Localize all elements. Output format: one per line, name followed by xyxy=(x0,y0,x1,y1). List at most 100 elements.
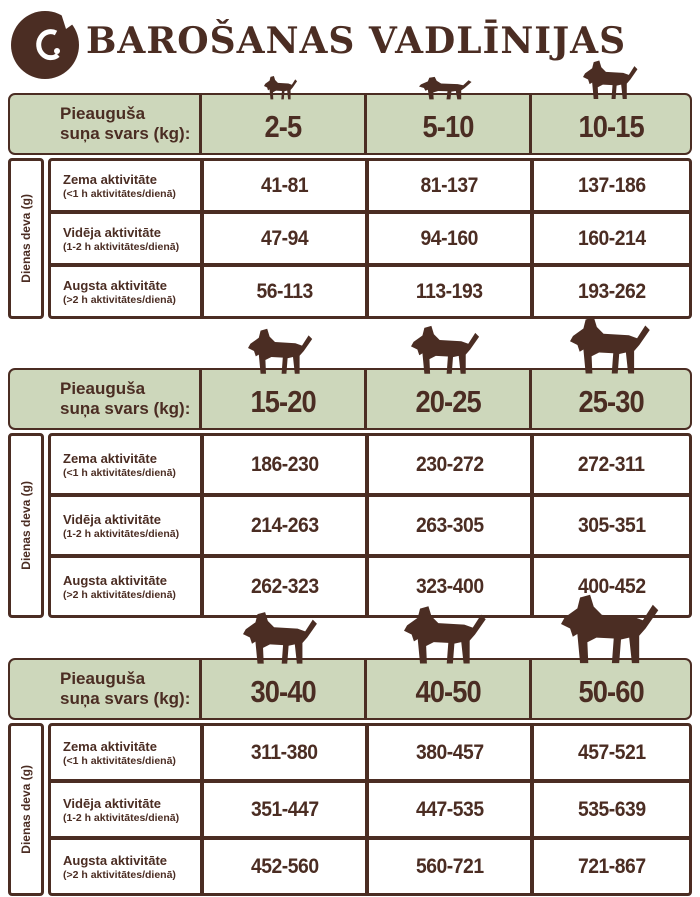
weight-header-line1: Pieauguša xyxy=(60,103,146,123)
feeding-amount-cell: 94-160 xyxy=(365,214,530,263)
feeding-amount-cell: 81-137 xyxy=(365,161,530,210)
feeding-amount-cell: 262-323 xyxy=(200,558,365,615)
table-rows: Zema aktivitāte (<1 h aktivitātes/dienā)… xyxy=(48,433,692,618)
table-rows: Zema aktivitāte (<1 h aktivitātes/dienā)… xyxy=(48,723,692,896)
weight-range: 20-25 xyxy=(415,384,481,419)
masthead: BAROŠANAS VADLĪNIJAS xyxy=(0,0,700,92)
weight-header-line2: suņa svars (kg): xyxy=(60,689,191,708)
weight-range: 25-30 xyxy=(578,384,644,419)
activity-duration: (<1 h aktivitātes/dienā) xyxy=(63,754,176,767)
activity-duration: (>2 h aktivitātes/dienā) xyxy=(63,293,176,306)
header-divider xyxy=(199,660,202,718)
header-divider xyxy=(529,370,532,428)
header-divider xyxy=(199,370,202,428)
feeding-amount-cell: 457-521 xyxy=(530,726,689,779)
weight-header-label: Pieauguša suņa svars (kg): xyxy=(60,104,190,144)
daily-amount-side-label: Dienas deva (g) xyxy=(8,723,44,896)
activity-label: Vidēja aktivitāte xyxy=(63,795,162,811)
weight-range: 40-50 xyxy=(415,674,481,709)
table-row: Zema aktivitāte (<1 h aktivitātes/dienā)… xyxy=(51,161,689,210)
activity-label: Augsta aktivitāte xyxy=(63,852,168,868)
feeding-amount-cell: 535-639 xyxy=(530,783,689,836)
activity-label: Zema aktivitāte xyxy=(63,171,157,187)
feeding-amount-cell: 272-311 xyxy=(530,436,689,493)
activity-label-cell: Vidēja aktivitāte (1-2 h aktivitātes/die… xyxy=(51,497,200,554)
weight-header-line2: suņa svars (kg): xyxy=(60,124,191,143)
activity-label-cell: Augsta aktivitāte (>2 h aktivitātes/dien… xyxy=(51,267,200,316)
header-divider xyxy=(364,370,367,428)
table-rows: Zema aktivitāte (<1 h aktivitātes/dienā)… xyxy=(48,158,692,319)
activity-duration: (<1 h aktivitātes/dienā) xyxy=(63,187,176,200)
weight-range: 15-20 xyxy=(250,384,316,419)
feeding-amount-cell: 113-193 xyxy=(365,267,530,316)
weight-header-label: Pieauguša suņa svars (kg): xyxy=(60,669,190,709)
activity-label-cell: Augsta aktivitāte (>2 h aktivitātes/dien… xyxy=(51,558,200,615)
table-row: Zema aktivitāte (<1 h aktivitātes/dienā)… xyxy=(51,436,689,493)
weight-header-line1: Pieauguša xyxy=(60,668,146,688)
feeding-amount-cell: 305-351 xyxy=(530,497,689,554)
feeding-amount-cell: 41-81 xyxy=(200,161,365,210)
dog-icon xyxy=(248,328,313,374)
feeding-amount-cell: 311-380 xyxy=(200,726,365,779)
activity-label-cell: Zema aktivitāte (<1 h aktivitātes/dienā) xyxy=(51,726,200,779)
weight-header-line1: Pieauguša xyxy=(60,378,146,398)
table-body: Dienas deva (g) Zema aktivitāte (<1 h ak… xyxy=(8,433,692,618)
feeding-amount-cell: 721-867 xyxy=(530,840,689,893)
feeding-amount-cell: 452-560 xyxy=(200,840,365,893)
header-divider xyxy=(364,95,367,153)
header-divider xyxy=(529,95,532,153)
dog-icon xyxy=(404,606,486,664)
activity-label-cell: Augsta aktivitāte (>2 h aktivitātes/dien… xyxy=(51,840,200,893)
weight-header-line2: suņa svars (kg): xyxy=(60,399,191,418)
table-row: Augsta aktivitāte (>2 h aktivitātes/dien… xyxy=(51,836,689,893)
weight-range: 5-10 xyxy=(422,109,474,144)
dog-icon xyxy=(561,594,659,664)
table-body: Dienas deva (g) Zema aktivitāte (<1 h ak… xyxy=(8,158,692,319)
table-row: Augsta aktivitāte (>2 h aktivitātes/dien… xyxy=(51,554,689,615)
activity-label-cell: Vidēja aktivitāte (1-2 h aktivitātes/die… xyxy=(51,214,200,263)
dog-icon xyxy=(243,612,317,664)
activity-duration: (1-2 h aktivitātes/dienā) xyxy=(63,811,180,824)
header-divider xyxy=(199,95,202,153)
activity-label: Vidēja aktivitāte xyxy=(63,511,162,527)
feeding-amount-cell: 193-262 xyxy=(530,267,689,316)
table-header: Pieauguša suņa svars (kg): 2-5 5-10 10-1… xyxy=(8,60,692,155)
table-row: Vidēja aktivitāte (1-2 h aktivitātes/die… xyxy=(51,210,689,263)
feeding-amount-cell: 263-305 xyxy=(365,497,530,554)
feeding-table-medium-dogs: Pieauguša suņa svars (kg): 15-20 20-25 2… xyxy=(8,317,692,618)
feeding-amount-cell: 400-452 xyxy=(530,558,689,615)
feeding-table-large-dogs: Pieauguša suņa svars (kg): 30-40 40-50 5… xyxy=(8,594,692,896)
activity-label: Zema aktivitāte xyxy=(63,450,157,466)
dog-icon xyxy=(583,60,638,99)
daily-amount-side-label: Dienas deva (g) xyxy=(8,433,44,618)
feeding-amount-cell: 186-230 xyxy=(200,436,365,493)
table-body: Dienas deva (g) Zema aktivitāte (<1 h ak… xyxy=(8,723,692,896)
activity-duration: (>2 h aktivitātes/dienā) xyxy=(63,868,176,881)
feeding-amount-cell: 160-214 xyxy=(530,214,689,263)
weight-header-label: Pieauguša suņa svars (kg): xyxy=(60,379,190,419)
header-divider xyxy=(364,660,367,718)
table-row: Vidēja aktivitāte (1-2 h aktivitātes/die… xyxy=(51,493,689,554)
activity-label-cell: Vidēja aktivitāte (1-2 h aktivitātes/die… xyxy=(51,783,200,836)
feeding-amount-cell: 447-535 xyxy=(365,783,530,836)
table-row: Zema aktivitāte (<1 h aktivitātes/dienā)… xyxy=(51,726,689,779)
page-title: BAROŠANAS VADLĪNIJAS xyxy=(86,20,627,62)
weight-range: 10-15 xyxy=(578,109,644,144)
activity-label: Augsta aktivitāte xyxy=(63,572,168,588)
feeding-amount-cell: 56-113 xyxy=(200,267,365,316)
feeding-amount-cell: 47-94 xyxy=(200,214,365,263)
dog-icon xyxy=(411,325,480,374)
feeding-table-small-dogs: Pieauguša suņa svars (kg): 2-5 5-10 10-1… xyxy=(8,60,692,319)
table-header: Pieauguša suņa svars (kg): 15-20 20-25 2… xyxy=(8,317,692,430)
activity-label: Zema aktivitāte xyxy=(63,738,157,754)
feeding-amount-cell: 230-272 xyxy=(365,436,530,493)
activity-duration: (>2 h aktivitātes/dienā) xyxy=(63,588,176,601)
feeding-amount-cell: 214-263 xyxy=(200,497,365,554)
feeding-amount-cell: 560-721 xyxy=(365,840,530,893)
table-header: Pieauguša suņa svars (kg): 30-40 40-50 5… xyxy=(8,594,692,720)
activity-duration: (1-2 h aktivitātes/dienā) xyxy=(63,527,180,540)
activity-duration: (<1 h aktivitātes/dienā) xyxy=(63,466,176,479)
table-row: Augsta aktivitāte (>2 h aktivitātes/dien… xyxy=(51,263,689,316)
header-divider xyxy=(529,660,532,718)
